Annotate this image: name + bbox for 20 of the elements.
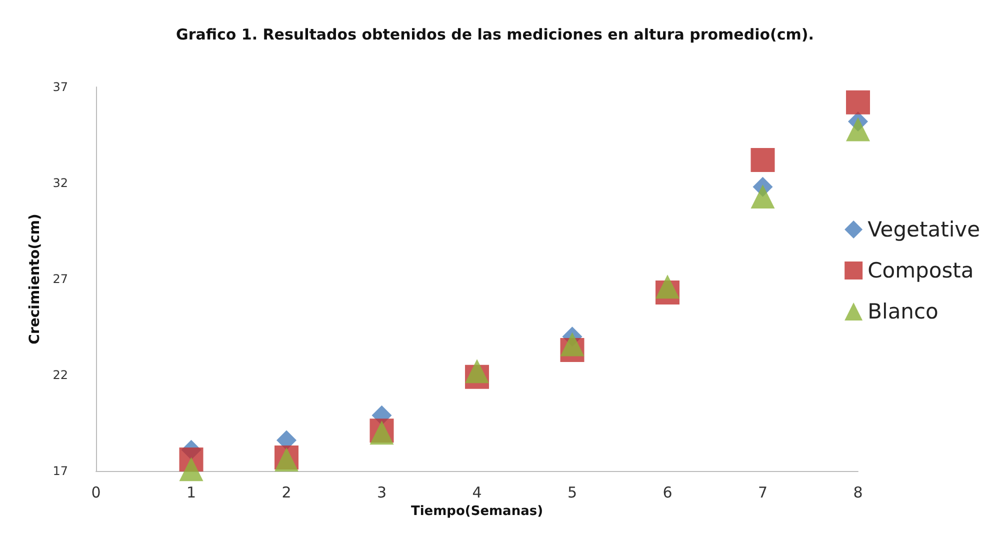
- x-tick-label: 3: [376, 484, 387, 502]
- x-tick-label: 6: [662, 484, 672, 502]
- chart-title: Grafico 1. Resultados obtenidos de las mediciones en altura promedio(cm).: [176, 26, 814, 44]
- y-tick-label: 22: [52, 368, 68, 382]
- legend-label: Blanco: [868, 300, 938, 324]
- x-tick-label: 7: [758, 484, 768, 502]
- x-tick-label: 4: [472, 484, 482, 502]
- y-axis-title: Crecimiento(cm): [26, 214, 43, 344]
- x-axis-title: Tiempo(Semanas): [410, 504, 544, 519]
- x-tick-label: 8: [853, 484, 863, 502]
- x-tick-label: 2: [282, 484, 292, 502]
- y-tick-label: 17: [52, 464, 68, 478]
- legend-label: Vegetative: [868, 218, 980, 242]
- x-tick-label: 5: [567, 484, 578, 502]
- x-tick-label: 1: [186, 484, 196, 502]
- y-tick-label: 32: [52, 176, 68, 190]
- y-tick-label: 27: [52, 272, 68, 286]
- legend-label: Composta: [868, 258, 974, 282]
- x-tick-label: 0: [91, 484, 101, 502]
- y-tick-label: 37: [52, 80, 68, 94]
